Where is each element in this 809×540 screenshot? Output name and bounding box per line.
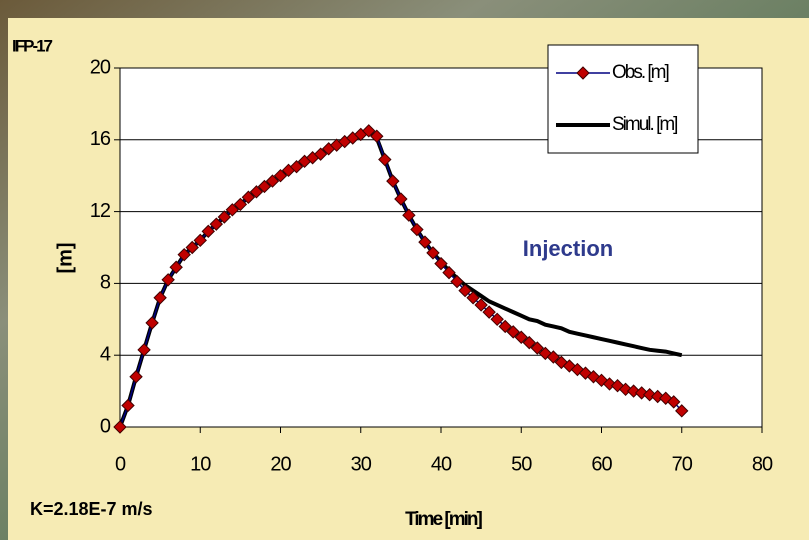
obs-marker: [498, 319, 512, 334]
obs-marker: [402, 208, 416, 222]
x-tick-label: 30: [351, 453, 372, 475]
obs-marker: [289, 160, 304, 174]
obs-marker: [522, 335, 536, 350]
y-tick-label: 0: [100, 415, 111, 437]
obs-marker: [546, 350, 561, 364]
obs-marker: [201, 224, 215, 239]
obs-marker: [145, 316, 159, 330]
y-tick-label: 20: [90, 56, 111, 78]
x-tick-label: 80: [752, 453, 773, 475]
x-tick-label: 60: [591, 453, 612, 475]
x-tick-label: 70: [672, 453, 693, 475]
obs-marker: [458, 283, 472, 298]
x-tick-label: 20: [270, 453, 291, 475]
x-tick-label: 0: [115, 453, 126, 475]
y-axis-label: [m]: [54, 242, 76, 273]
obs-marker: [530, 341, 545, 355]
obs-marker: [675, 404, 689, 418]
obs-marker: [426, 246, 440, 260]
obs-marker: [177, 247, 191, 262]
y-tick-label: 16: [90, 128, 111, 150]
obs-marker: [233, 197, 248, 212]
obs-marker: [450, 274, 464, 289]
x-tick-label: 50: [511, 453, 532, 475]
obs-marker: [474, 298, 488, 312]
obs-marker: [362, 124, 376, 138]
obs-marker: [442, 265, 456, 280]
obs-marker: [217, 210, 232, 224]
obs-marker: [241, 190, 256, 204]
obs-marker: [386, 174, 400, 188]
obs-marker: [185, 240, 199, 255]
obs-marker: [249, 185, 264, 199]
y-tick-label: 12: [90, 200, 111, 222]
x-tick-label: 10: [190, 453, 211, 475]
obs-marker: [418, 235, 432, 249]
obs-marker: [273, 168, 288, 183]
obs-marker: [137, 343, 151, 357]
obs-marker: [161, 273, 175, 287]
obs-marker: [490, 312, 504, 327]
obs-marker: [113, 420, 127, 434]
obs-marker: [434, 256, 448, 271]
obs-marker: [225, 203, 240, 217]
obs-marker: [466, 291, 480, 305]
x-axis-label: Time [min]: [405, 509, 482, 530]
obs-marker: [129, 370, 143, 384]
obs-marker: [394, 192, 408, 206]
obs-marker: [265, 174, 280, 188]
legend-label: Simul. [m]: [612, 114, 677, 135]
obs-marker: [193, 233, 207, 248]
legend-label: Obs. [m]: [612, 62, 669, 83]
obs-marker: [121, 398, 135, 413]
chart-title: IFP-17: [12, 36, 53, 55]
x-tick-label: 40: [431, 453, 452, 475]
legend-box: [547, 44, 699, 154]
obs-marker: [506, 325, 520, 339]
plot-border: [119, 67, 763, 428]
annotation: Injection: [523, 236, 613, 261]
y-tick-label: 8: [100, 272, 111, 294]
obs-marker: [153, 291, 167, 305]
obs-marker: [169, 260, 183, 274]
note: K=2.18E-7 m/s: [30, 499, 153, 519]
y-tick-label: 4: [100, 343, 111, 365]
legend-marker: [576, 66, 590, 80]
obs-marker: [209, 217, 224, 231]
obs-marker: [313, 147, 328, 161]
obs-marker: [410, 222, 424, 237]
obs-marker: [667, 395, 681, 409]
obs-marker: [257, 179, 272, 194]
obs-marker: [370, 129, 384, 143]
obs-marker: [514, 330, 528, 344]
obs-marker: [378, 152, 392, 167]
obs-marker: [482, 305, 496, 319]
